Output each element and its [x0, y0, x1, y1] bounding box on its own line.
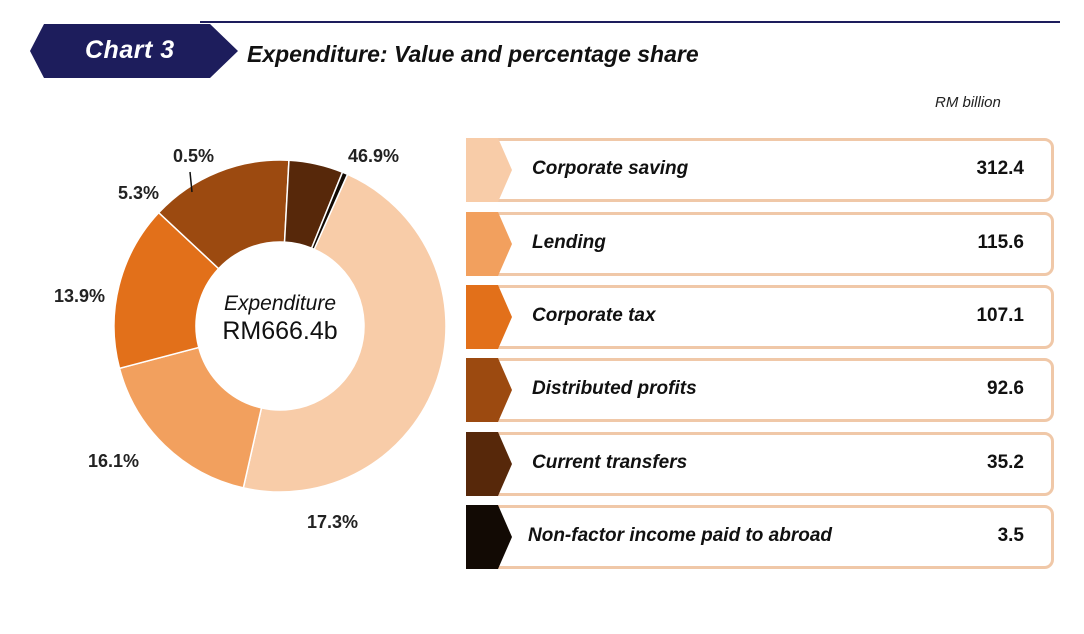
legend-row-corporate-tax: Corporate tax 107.1 — [466, 285, 1054, 349]
pct-label-distributed-profits: 13.9% — [54, 286, 106, 306]
chart-tag-word: Chart — [85, 36, 153, 64]
donut-slice-non-factor-income — [310, 171, 349, 251]
legend-label: Lending — [532, 232, 606, 253]
leader-line-non-factor-income — [189, 171, 193, 193]
legend-row-distributed-profits: Distributed profits 92.6 — [466, 358, 1054, 422]
legend-row-lending: Lending 115.6 — [466, 212, 1054, 276]
donut-slice-lending — [118, 346, 263, 489]
pct-label-lending: 17.3% — [307, 512, 359, 532]
chart-number-tag: Chart 3 — [30, 24, 238, 78]
legend-row-shape — [466, 212, 1054, 276]
donut-center-label: Expenditure — [223, 292, 337, 315]
legend-value: 3.5 — [997, 525, 1024, 546]
legend-label: Non-factor income paid to abroad — [528, 525, 833, 546]
legend-row-shape — [466, 432, 1054, 496]
legend-value: 115.6 — [977, 232, 1025, 253]
pct-label-current-transfers: 5.3% — [118, 183, 160, 203]
legend-row-shape — [466, 358, 1054, 422]
legend-label: Corporate tax — [532, 305, 656, 326]
legend-label: Distributed profits — [532, 378, 697, 399]
chart-tag-number: 3 — [160, 36, 175, 64]
header-rule — [200, 21, 1060, 23]
pct-label-non-factor-income: 0.5% — [173, 146, 215, 166]
chart-title: Expenditure: Value and percentage share — [247, 41, 699, 67]
legend-value: 107.1 — [976, 305, 1024, 326]
legend-row-shape — [466, 285, 1054, 349]
chart-tag-text: Chart 3 — [85, 36, 175, 65]
legend-row-shape — [466, 505, 1054, 569]
legend-row-corporate-saving: Corporate saving 312.4 — [466, 138, 1054, 202]
legend-label: Corporate saving — [532, 158, 689, 179]
pct-label-corporate-tax: 16.1% — [88, 451, 140, 471]
legend-value: 35.2 — [987, 452, 1024, 473]
donut-chart — [113, 159, 447, 493]
legend-row-current-transfers: Current transfers 35.2 — [466, 432, 1054, 496]
pct-label-corporate-saving: 46.9% — [348, 146, 400, 166]
legend-value: 92.6 — [987, 378, 1024, 399]
legend-value: 312.4 — [976, 158, 1024, 179]
chart-tag-shape — [30, 24, 238, 78]
legend-row-shape — [466, 138, 1054, 202]
legend-row-non-factor-income: Non-factor income paid to abroad 3.5 — [466, 505, 1054, 569]
donut-center-value: RM666.4b — [222, 317, 338, 345]
donut-slice-corporate-saving — [242, 173, 447, 493]
legend-label: Current transfers — [532, 452, 688, 473]
unit-label: RM billion — [935, 94, 1001, 111]
